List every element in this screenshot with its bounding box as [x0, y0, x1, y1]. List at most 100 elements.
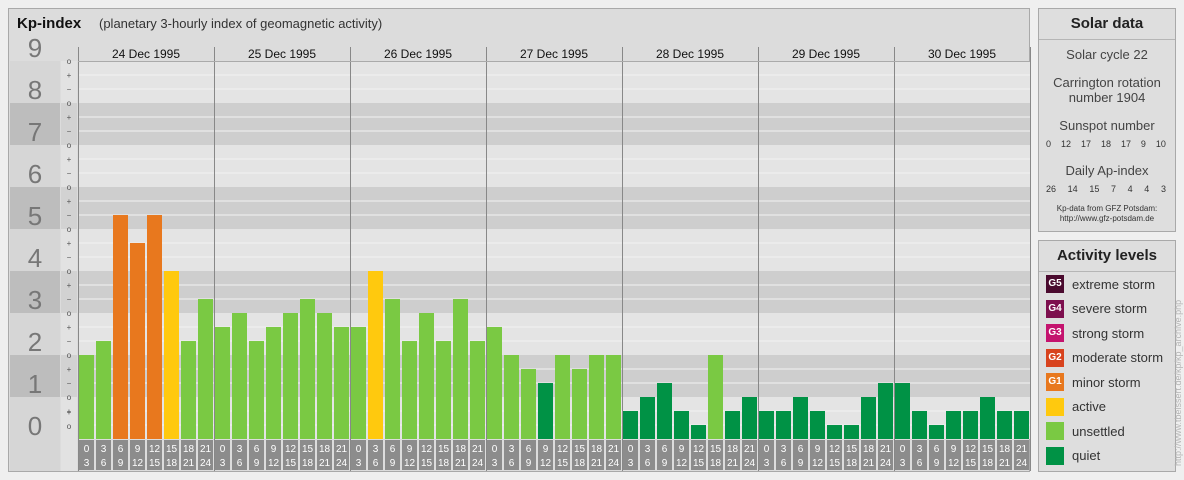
- hour-start-label: 0: [900, 444, 906, 455]
- ap-value: 4: [1127, 184, 1133, 194]
- hour-end-label: 6: [101, 458, 107, 469]
- legend-label: moderate storm: [1072, 350, 1164, 365]
- solar-data-title: Solar data: [1039, 9, 1175, 40]
- hour-start-label: 21: [1016, 444, 1028, 455]
- kp-level-band: [78, 229, 1030, 271]
- hour-box: [929, 440, 944, 470]
- kp-bar: [997, 410, 1012, 439]
- hour-end-label: 3: [84, 458, 90, 469]
- day-label: 29 Dec 1995: [792, 47, 860, 61]
- hour-start-label: 3: [645, 444, 651, 455]
- hour-box: [198, 440, 213, 470]
- hour-end-label: 24: [336, 458, 348, 469]
- minor-mark: +: [67, 408, 72, 417]
- hour-end-label: 15: [557, 458, 569, 469]
- sunspot-title: Sunspot number: [1059, 118, 1155, 133]
- hour-start-label: 12: [557, 444, 569, 455]
- hour-box: [555, 440, 570, 470]
- hour-start-label: 15: [982, 444, 994, 455]
- hour-box: [827, 440, 842, 470]
- hour-box: [674, 440, 689, 470]
- hour-box: [606, 440, 621, 470]
- hour-box: [164, 440, 179, 470]
- hour-end-label: 21: [183, 458, 195, 469]
- hour-start-label: 12: [149, 444, 161, 455]
- legend-label: strong storm: [1072, 325, 1145, 341]
- minor-axis-cell: [61, 439, 77, 471]
- hour-box: [538, 440, 553, 470]
- y-axis-cell: [10, 313, 60, 355]
- hour-box: [657, 440, 672, 470]
- hour-start-label: 15: [710, 444, 722, 455]
- hour-start-label: 21: [608, 444, 620, 455]
- hour-box: [300, 440, 315, 470]
- hour-end-label: 18: [574, 458, 586, 469]
- kp-bar: [810, 410, 825, 439]
- kp-bar-chart: 24 Dec 1995 25 Dec 1995 26 Dec 1995 27 Dec …: [10, 33, 1031, 471]
- hour-end-label: 15: [965, 458, 977, 469]
- day-label: 27 Dec 1995: [520, 47, 588, 61]
- legend-swatch: G4: [1046, 299, 1064, 318]
- y-axis-cell: [10, 439, 60, 471]
- hour-end-label: 15: [693, 458, 705, 469]
- hour-box: [776, 440, 791, 470]
- minor-mark: o: [67, 141, 72, 150]
- day-label: 30 Dec 1995: [928, 47, 996, 61]
- hour-end-label: 12: [676, 458, 688, 469]
- legend-extreme-storm: G5 extreme storm: [1046, 274, 1155, 294]
- hour-end-label: 21: [863, 458, 875, 469]
- minor-axis-cell: [61, 355, 77, 397]
- hour-end-label: 15: [829, 458, 841, 469]
- hour-box: [402, 440, 417, 470]
- hour-end-label: 24: [1016, 458, 1028, 469]
- sunspot-value: 0: [1046, 139, 1052, 149]
- kp-bar: [759, 410, 774, 439]
- kp-bar: [742, 397, 757, 439]
- hour-box: [147, 440, 162, 470]
- hour-end-label: 21: [591, 458, 603, 469]
- minor-axis-cell: [61, 187, 77, 229]
- hour-end-label: 24: [880, 458, 892, 469]
- hour-box: [861, 440, 876, 470]
- hour-box: [453, 440, 468, 470]
- minor-axis-cell: [61, 103, 77, 145]
- hour-end-label: 18: [438, 458, 450, 469]
- ap-numbers: 26 14 15 7 4 4 3: [1039, 184, 1175, 194]
- hour-start-label: 12: [965, 444, 977, 455]
- hour-start-label: 3: [509, 444, 515, 455]
- hour-box: [963, 440, 978, 470]
- minor-axis-cell: [61, 397, 77, 439]
- legend-swatch: G5: [1046, 275, 1064, 293]
- hour-box: [181, 440, 196, 470]
- hour-start-label: 18: [183, 444, 195, 455]
- kp-bar: [300, 299, 315, 439]
- y-axis-cell: [10, 397, 60, 439]
- hour-box: [96, 440, 111, 470]
- legend-swatch: G3: [1046, 324, 1064, 342]
- hour-end-label: 12: [268, 458, 280, 469]
- kp-bar: [453, 299, 468, 439]
- hour-end-label: 6: [917, 458, 923, 469]
- hour-start-label: 9: [679, 444, 685, 455]
- hour-box: [385, 440, 400, 470]
- kp-bar: [878, 383, 893, 439]
- y-tick-label: 0: [28, 411, 42, 441]
- y-tick-label: 6: [28, 159, 42, 189]
- ap-value: 26: [1046, 184, 1057, 194]
- y-axis-cell: [10, 271, 60, 313]
- hour-end-label: 3: [764, 458, 770, 469]
- legend-quiet: quiet: [1046, 446, 1100, 466]
- hour-end-label: 21: [455, 458, 467, 469]
- hour-end-label: 12: [812, 458, 824, 469]
- hour-end-label: 6: [645, 458, 651, 469]
- kp-bar: [946, 410, 961, 439]
- y-axis-cell: [10, 61, 60, 103]
- kp-bar: [691, 425, 706, 439]
- kp-bar: [793, 397, 808, 439]
- hour-start-label: 9: [135, 444, 141, 455]
- kp-bar: [555, 355, 570, 439]
- minor-mark: +: [67, 365, 72, 374]
- kp-bar: [266, 326, 281, 439]
- hour-box: [946, 440, 961, 470]
- hour-end-label: 18: [846, 458, 858, 469]
